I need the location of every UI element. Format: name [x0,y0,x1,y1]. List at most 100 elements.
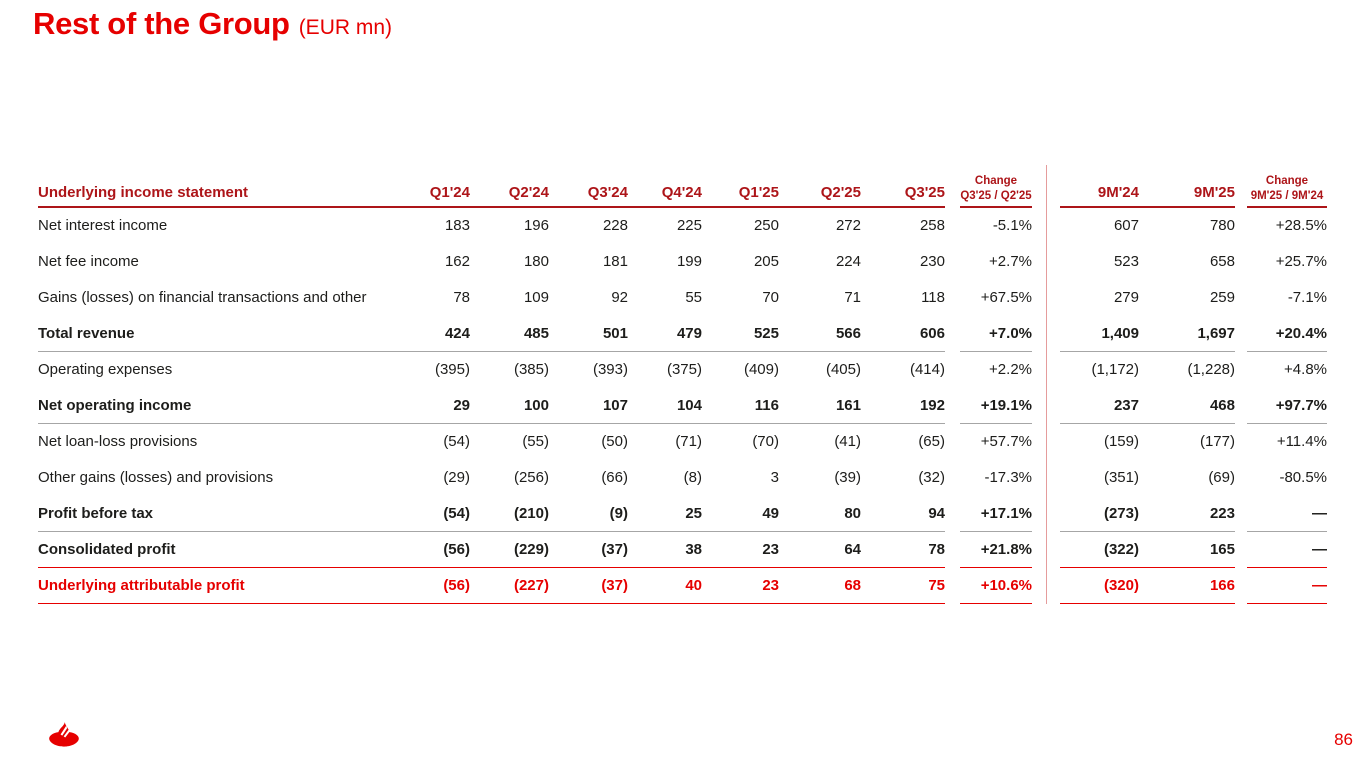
row-value-q2-24: 180 [523,253,549,270]
row-value-change-period: +20.4% [1275,324,1327,342]
row-value-q3-25: 192 [919,396,945,414]
row-value-q2-24: (229) [513,540,549,558]
row-value-q2-25: (41) [834,433,861,450]
row-value-q2-25: 272 [835,217,861,234]
row-value-q1-24: 29 [453,396,470,414]
row-label: Consolidated profit [38,540,176,558]
row-label: Net operating income [38,396,192,414]
row-value-9m-24: 237 [1113,396,1139,414]
row-value-q1-24: 78 [453,289,470,306]
row-value-q2-25: 80 [844,504,861,522]
row-value-q3-25: 606 [919,324,945,342]
row-value-q3-25: (65) [918,433,945,450]
row-value-9m-25: 780 [1209,217,1235,234]
header-segment-periods: 9M'24 9M'25 [1060,163,1235,208]
row-value-change-quarter: +21.8% [980,540,1032,558]
row-value-q1-25: 23 [762,540,779,558]
row-value-9m-25: 259 [1209,289,1235,306]
row-value-9m-25: 165 [1209,540,1235,558]
row-value-change-period: +25.7% [1275,253,1327,270]
row-value-change-period: — [1312,540,1327,558]
row-value-q3-25: 94 [928,504,945,522]
row-label: Net fee income [38,253,139,270]
row-value-q2-24: (256) [513,469,549,486]
row-value-q3-25: 75 [928,576,945,594]
row-value-q3-25: 258 [919,217,945,234]
row-value-q3-24: (9) [609,504,628,522]
row-value-q3-24: 501 [602,324,628,342]
row-value-q1-24: (56) [443,576,470,594]
row-value-q3-25: (32) [918,469,945,486]
row-value-q1-25: 3 [770,469,779,486]
row-value-q1-25: 70 [762,289,779,306]
row-value-q1-24: (56) [443,540,470,558]
row-value-q2-24: 109 [523,289,549,306]
table-row: Underlying attributable profit (56) (227… [38,568,1327,604]
row-value-q3-25: 230 [919,253,945,270]
row-value-9m-24: 279 [1113,289,1139,306]
row-value-change-quarter: +57.7% [980,433,1032,450]
row-value-9m-24: 607 [1113,217,1139,234]
row-value-q2-25: (39) [834,469,861,486]
row-value-q4-24: 38 [685,540,702,558]
row-value-change-period: +97.7% [1275,396,1327,414]
row-value-q3-25: 78 [928,540,945,558]
table-row: Other gains (losses) and provisions (29)… [38,460,1327,496]
row-value-change-quarter: -5.1% [992,217,1032,234]
column-header-q4-24: Q4'24 [661,184,702,201]
column-header-q1-24: Q1'24 [429,184,470,201]
row-value-q1-25: 116 [754,396,779,414]
row-label: Net interest income [38,217,168,234]
page-title-text: Rest of the Group [33,6,290,41]
income-statement-table: Underlying income statement Q1'24 Q2'24 … [38,163,1327,604]
row-value-change-period: — [1312,504,1327,522]
row-value-q2-24: 100 [523,396,549,414]
row-value-change-quarter: +2.7% [989,253,1032,270]
row-value-9m-24: (273) [1103,504,1139,522]
row-label: Gains (losses) on financial transactions… [38,289,367,306]
row-value-q3-24: 181 [602,253,628,270]
row-value-9m-24: (1,172) [1091,361,1139,378]
header-segment-quarters: Underlying income statement Q1'24 Q2'24 … [38,163,945,208]
row-value-change-quarter: +10.6% [980,576,1032,594]
row-value-q3-24: (37) [601,576,628,594]
column-header-9m-25: 9M'25 [1193,184,1235,201]
row-value-q2-25: 566 [835,324,861,342]
row-value-change-period: +11.4% [1276,433,1327,450]
row-value-change-quarter: +7.0% [989,324,1032,342]
page-title-unit: (EUR mn) [298,16,393,39]
row-value-change-quarter: +2.2% [989,361,1032,378]
column-header-q2-25: Q2'25 [820,184,861,201]
row-value-9m-25: 658 [1209,253,1235,270]
column-header-q1-25: Q1'25 [738,184,779,201]
row-value-q3-25: 118 [921,289,945,306]
table-row: Net operating income 29 100 107 104 116 … [38,388,1327,424]
row-value-9m-25: 223 [1209,504,1235,522]
row-value-q4-24: 25 [685,504,702,522]
row-value-q1-25: (409) [743,361,779,378]
row-value-q4-24: 225 [676,217,702,234]
row-value-q2-25: 64 [844,540,861,558]
row-label: Net loan-loss provisions [38,433,198,450]
table-row: Net loan-loss provisions (54) (55) (50) … [38,424,1327,460]
row-value-9m-24: (322) [1103,540,1139,558]
row-value-9m-24: 1,409 [1101,324,1139,342]
row-value-q3-24: (37) [601,540,628,558]
row-value-change-quarter: +67.5% [980,289,1032,306]
header-segment-period-change: Change 9M'25 / 9M'24 [1247,163,1327,208]
row-value-9m-24: (351) [1103,469,1139,486]
row-value-q1-25: 23 [762,576,779,594]
row-value-q4-24: 40 [685,576,702,594]
table-body: Net interest income 183 196 228 225 250 … [38,208,1327,604]
row-value-q1-24: 183 [444,217,470,234]
table-row: Operating expenses (395) (385) (393) (37… [38,352,1327,388]
row-value-q1-24: (29) [443,469,470,486]
row-label: Operating expenses [38,361,173,378]
row-value-q2-25: 68 [844,576,861,594]
column-header-q3-24: Q3'24 [587,184,628,201]
row-value-q1-24: (395) [434,361,470,378]
row-label: Profit before tax [38,504,154,522]
column-header-q2-24: Q2'24 [508,184,549,201]
row-value-q4-24: 104 [676,396,702,414]
table-row: Gains (losses) on financial transactions… [38,280,1327,316]
